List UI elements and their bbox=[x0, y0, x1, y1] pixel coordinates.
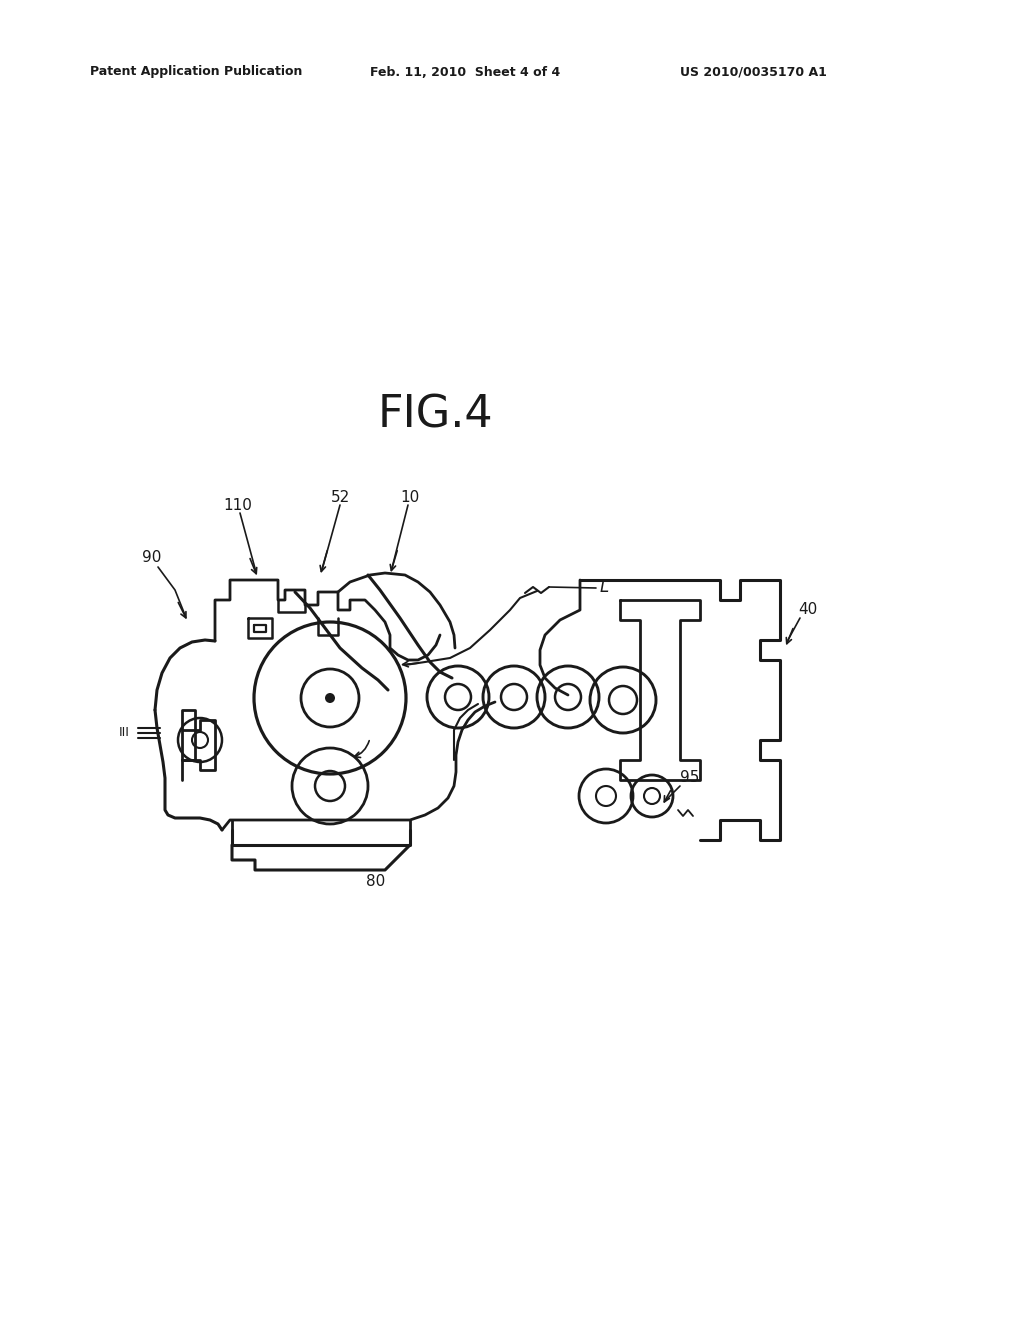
Text: 110: 110 bbox=[223, 498, 253, 512]
Circle shape bbox=[325, 693, 335, 704]
Text: 10: 10 bbox=[400, 490, 420, 504]
Text: 80: 80 bbox=[367, 874, 386, 890]
Text: Patent Application Publication: Patent Application Publication bbox=[90, 66, 302, 78]
Text: 40: 40 bbox=[798, 602, 817, 618]
Text: US 2010/0035170 A1: US 2010/0035170 A1 bbox=[680, 66, 826, 78]
Text: 95: 95 bbox=[680, 771, 699, 785]
Text: L: L bbox=[600, 578, 609, 597]
Text: FIG.4: FIG.4 bbox=[377, 393, 493, 437]
Text: III: III bbox=[119, 726, 130, 739]
Text: Feb. 11, 2010  Sheet 4 of 4: Feb. 11, 2010 Sheet 4 of 4 bbox=[370, 66, 560, 78]
Text: 52: 52 bbox=[331, 490, 349, 504]
Text: 90: 90 bbox=[142, 549, 162, 565]
